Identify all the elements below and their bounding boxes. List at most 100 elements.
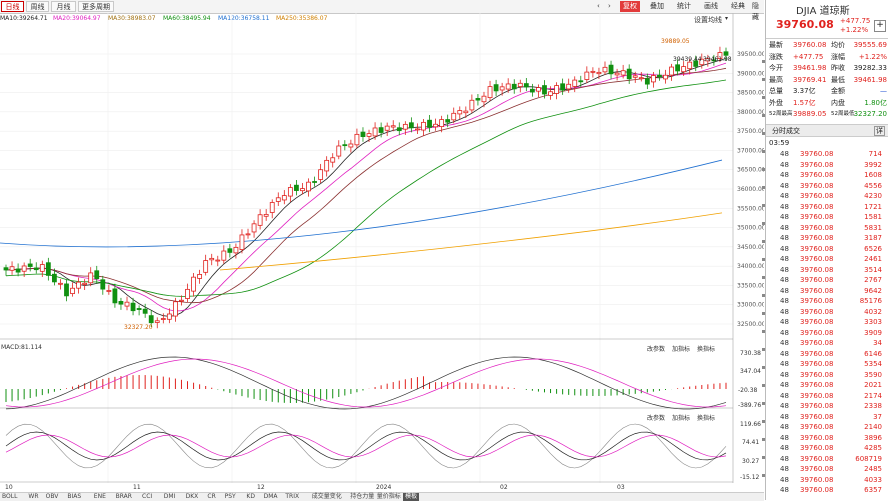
tab-weekly[interactable]: 周线 bbox=[26, 1, 49, 12]
candle-body bbox=[52, 273, 57, 283]
quote-label: 涨跌 bbox=[769, 52, 783, 61]
indicator-tab[interactable]: 持仓力量 bbox=[350, 493, 375, 500]
candle-body bbox=[663, 74, 668, 80]
candle-body bbox=[402, 123, 408, 130]
quote-value: +1.22% bbox=[858, 52, 887, 61]
indicator-tab[interactable]: BRAR bbox=[115, 493, 132, 500]
trade-volume: 2767 bbox=[864, 276, 882, 284]
quote-label: 均价 bbox=[831, 41, 845, 49]
macd-add-indicator-button[interactable]: 加指标 bbox=[672, 346, 691, 353]
trade-price: 39760.08 bbox=[800, 244, 834, 253]
trade-row: 48 39760.08 34 bbox=[766, 338, 888, 349]
trade-price: 39760.08 bbox=[800, 370, 834, 379]
candle-body bbox=[221, 250, 227, 261]
candle-body bbox=[21, 265, 27, 272]
trade-row: 48 39760.08 2485 bbox=[766, 464, 888, 475]
nav-right-icon[interactable]: › bbox=[608, 2, 611, 10]
trade-row: 48 39760.08 3514 bbox=[766, 265, 888, 276]
kdj-panel bbox=[5, 423, 727, 469]
indicator-tab[interactable]: CCI bbox=[142, 493, 153, 500]
candle-body bbox=[481, 95, 487, 103]
indicator-tab[interactable]: 量价指标 bbox=[376, 493, 401, 500]
trade-volume: 3590 bbox=[864, 370, 882, 379]
candle-body bbox=[608, 64, 614, 75]
indicator-tab[interactable]: CR bbox=[207, 493, 216, 500]
nav-left-icon[interactable]: ‹ bbox=[597, 2, 600, 10]
trade-period: 48 bbox=[780, 391, 789, 400]
ticks-detail-button[interactable]: 详 bbox=[874, 126, 885, 136]
candle-body bbox=[584, 71, 590, 80]
indicator-tab[interactable]: BOLL bbox=[2, 493, 18, 500]
trade-volume: 3896 bbox=[864, 433, 882, 442]
legend-ma20: MA20:39064.97 bbox=[53, 15, 101, 22]
candle-body bbox=[511, 83, 517, 90]
trade-volume: 2485 bbox=[864, 465, 882, 473]
trade-price: 39760.08 bbox=[800, 181, 834, 190]
overlay-button[interactable]: 叠加 bbox=[650, 2, 664, 10]
candle-body bbox=[227, 248, 233, 253]
price-tick-label: 38000.00 bbox=[737, 109, 764, 116]
indicator-tab[interactable]: DMA bbox=[263, 493, 278, 500]
trade-price: 39760.08 bbox=[800, 433, 834, 442]
indicator-tab[interactable]: KD bbox=[246, 493, 255, 500]
candle-body bbox=[457, 110, 463, 115]
indicator-tab[interactable]: BIAS bbox=[67, 493, 82, 500]
quote-name: DJIA 道琼斯 bbox=[796, 6, 850, 17]
candle-body bbox=[160, 318, 166, 320]
indicator-tab[interactable]: DMI bbox=[163, 493, 176, 500]
hide-button[interactable]: 隐藏 bbox=[752, 2, 759, 21]
indicator-tab[interactable]: 成交量变化 bbox=[311, 493, 342, 500]
ma-settings-dropdown-icon[interactable]: ▾ bbox=[725, 15, 729, 22]
add-watchlist-button[interactable]: + bbox=[874, 20, 886, 32]
price-tick-label: 37000.00 bbox=[737, 147, 764, 154]
quote-value: 1.80亿 bbox=[864, 98, 887, 107]
trade-price: 39760.08 bbox=[800, 286, 834, 295]
tab-monthly[interactable]: 月线 bbox=[51, 1, 76, 12]
macd-switch-indicator-button[interactable]: 换指标 bbox=[697, 346, 716, 353]
scroll-tick bbox=[762, 348, 766, 351]
restore-rights-button[interactable]: 复权 bbox=[620, 1, 640, 12]
indicator-tab[interactable]: PSY bbox=[224, 493, 236, 500]
quote-value: 32327.20 bbox=[853, 110, 887, 118]
candle-body bbox=[58, 282, 63, 285]
indicator-tab[interactable]: OBV bbox=[45, 493, 59, 500]
trade-volume: 4230 bbox=[864, 192, 882, 200]
indicator-tab[interactable]: TRIX bbox=[285, 493, 300, 500]
kdj-add-indicator-button[interactable]: 加指标 bbox=[672, 415, 691, 422]
indicator-tab[interactable]: DKX bbox=[185, 493, 199, 500]
candle-body bbox=[554, 85, 559, 94]
scroll-tick bbox=[762, 114, 766, 117]
ma-settings-button[interactable]: 设置均线 bbox=[694, 16, 722, 24]
kdj-switch-indicator-button[interactable]: 换指标 bbox=[697, 415, 716, 422]
trade-period: 48 bbox=[780, 360, 789, 368]
draw-line-button[interactable]: 画线 bbox=[704, 2, 718, 10]
macd-edit-params-button[interactable]: 改参数 bbox=[647, 346, 666, 353]
trade-period: 48 bbox=[780, 444, 789, 452]
candle-body bbox=[626, 68, 632, 80]
kdj-edit-params-button[interactable]: 改参数 bbox=[647, 415, 666, 422]
trade-period: 48 bbox=[780, 381, 789, 389]
tab-daily[interactable]: 日线 bbox=[1, 1, 24, 12]
trade-volume: 1721 bbox=[864, 202, 882, 211]
trade-volume: 714 bbox=[868, 150, 882, 158]
trade-price: 39760.08 bbox=[800, 150, 834, 158]
candle-body bbox=[148, 315, 154, 324]
quote-label: 昨收 bbox=[831, 64, 845, 72]
candle-body bbox=[300, 188, 305, 192]
candle-body bbox=[166, 313, 172, 320]
candle-body bbox=[154, 320, 160, 323]
price-tick-label: 32500.00 bbox=[737, 321, 764, 328]
statistics-button[interactable]: 统计 bbox=[677, 2, 691, 10]
candle-body bbox=[439, 119, 445, 127]
kline-chart[interactable]: 39500.00 39000.00 38500.00 38000.00 37500.00… bbox=[0, 13, 764, 492]
indicator-tab[interactable]: ENE bbox=[93, 493, 106, 500]
classic-button[interactable]: 经典 bbox=[731, 2, 745, 10]
indicator-tab[interactable]: 模板 bbox=[403, 493, 420, 501]
trade-period: 48 bbox=[780, 286, 789, 295]
candle-body bbox=[106, 290, 112, 292]
indicator-tab[interactable]: WR bbox=[28, 493, 39, 500]
candle-body bbox=[390, 125, 396, 128]
tab-more-periods[interactable]: 更多周期 bbox=[78, 1, 114, 12]
trade-row: 48 39760.08 4032 bbox=[766, 307, 888, 318]
last-close-annotation: 39461.98 bbox=[703, 56, 732, 63]
